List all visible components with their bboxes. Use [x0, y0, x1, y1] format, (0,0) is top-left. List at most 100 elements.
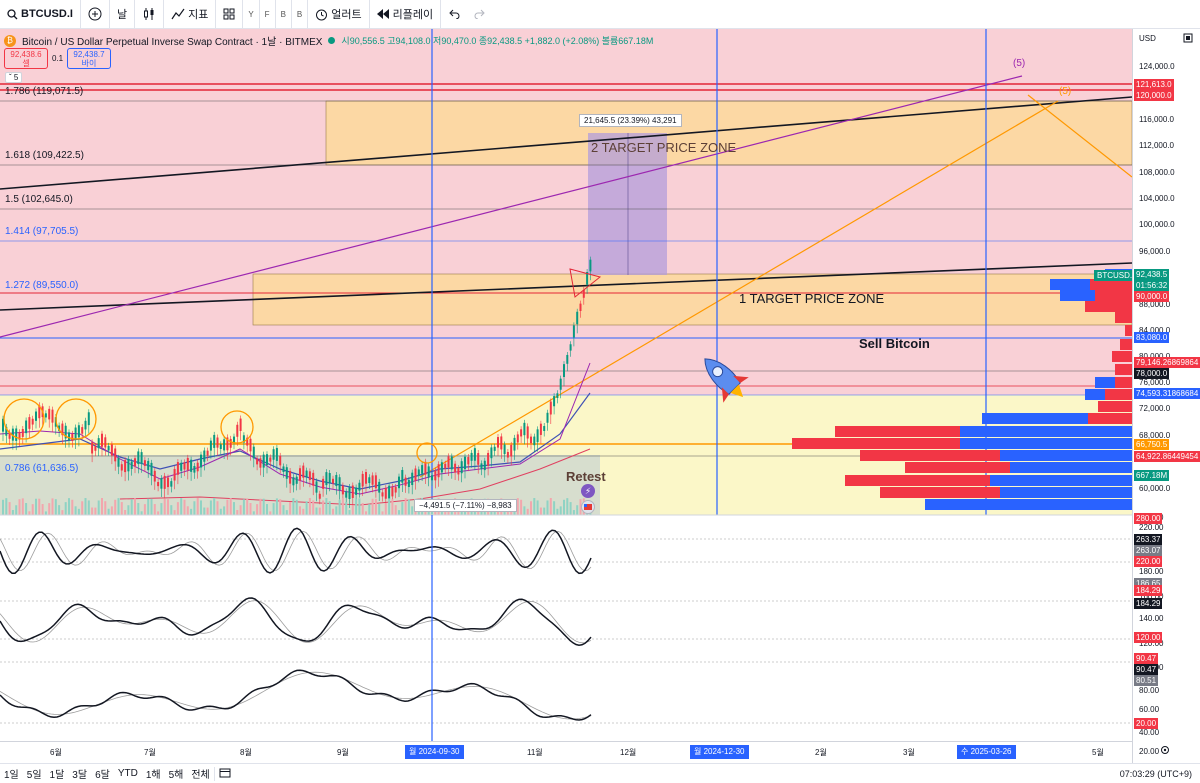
volume-bar — [64, 502, 67, 515]
indicator-collapse-button[interactable]: ˇ 5 — [5, 72, 23, 83]
volume-bar — [242, 499, 245, 515]
candle-body — [361, 473, 364, 487]
chart-canvas[interactable] — [0, 29, 1132, 764]
currency-label[interactable]: USD — [1139, 34, 1156, 43]
candle-body — [503, 444, 506, 455]
volume-bar — [58, 505, 61, 515]
volume-bar — [493, 511, 496, 515]
undo-button[interactable] — [441, 0, 467, 29]
toolbar-letter-f[interactable]: F — [260, 0, 276, 29]
range-5y[interactable]: 5해 — [168, 770, 184, 781]
month-label: 11월 — [527, 748, 543, 757]
candle-body — [183, 462, 186, 470]
flag-icon[interactable] — [581, 500, 595, 514]
candle-body — [549, 401, 552, 415]
price-label: 120,000.0 — [1134, 90, 1174, 101]
chevron-down-icon: ˇ — [9, 73, 12, 82]
range-3m[interactable]: 3달 — [72, 770, 88, 781]
axis-settings-icon[interactable] — [1183, 33, 1193, 46]
symbol-search-button[interactable]: BTCUSD.I — [0, 0, 81, 29]
candle-style-button[interactable] — [135, 0, 165, 29]
candle-body — [312, 472, 315, 486]
price-label: 64,922.86449454 — [1134, 451, 1200, 462]
chart-pane[interactable]: 1.786 (119,071.5) 1.618 (109,422.5) 1.5 … — [0, 29, 1132, 764]
legend-title[interactable]: Bitcoin / US Dollar Perpetual Inverse Sw… — [22, 37, 323, 48]
range-6m[interactable]: 6달 — [95, 770, 110, 781]
volume-profile-bar — [1030, 499, 1132, 510]
candle-body — [266, 454, 268, 465]
oscillator-tick: 20.00 — [1139, 747, 1160, 756]
volume-bar — [275, 498, 278, 515]
candle-body — [510, 444, 513, 457]
range-5d[interactable]: 5일 — [26, 770, 42, 781]
candle-body — [137, 451, 140, 465]
volume-bar — [299, 506, 301, 515]
candle-body — [64, 425, 67, 439]
candle-body — [233, 436, 235, 443]
upper-resistance-trendline — [0, 96, 1132, 190]
month-label: 12월 — [620, 748, 637, 757]
range-ytd[interactable]: YTD — [117, 768, 138, 779]
candle-body — [500, 436, 503, 450]
range-1y[interactable]: 1해 — [145, 770, 161, 781]
layouts-button[interactable] — [216, 0, 244, 29]
candle-body — [134, 458, 136, 467]
buy-price-button[interactable]: 92,438.7 바이 — [67, 48, 111, 69]
candle-body — [391, 486, 394, 497]
candle-body — [533, 436, 536, 446]
volume-bar — [170, 505, 173, 515]
indicators-button[interactable]: 지표 — [164, 0, 217, 29]
oscillator-tick: 160.00 — [1139, 592, 1164, 601]
range-1d[interactable]: 1일 — [4, 770, 19, 781]
volume-bar — [193, 501, 196, 515]
alert-button[interactable]: 얼러트 — [308, 0, 370, 29]
lightning-icon[interactable]: ⚡ — [581, 484, 595, 498]
volume-bar — [549, 498, 552, 515]
time-axis[interactable]: 6월 7월 8월 9월 11월 12월 2월 3월 5월 월 2024-09-30 월 2024… — [0, 741, 1132, 763]
toolbar-letter-b2[interactable]: B — [292, 0, 309, 29]
volume-bar — [563, 499, 565, 515]
volume-bar — [566, 498, 569, 515]
volume-bar — [38, 498, 41, 515]
time-settings-icon[interactable] — [1160, 745, 1170, 758]
month-label: 2월 — [815, 748, 827, 757]
candle-body — [434, 470, 437, 481]
candle-body — [572, 325, 575, 338]
volume-profile-bar — [982, 413, 1088, 424]
volume-bar — [252, 511, 255, 515]
volume-bar — [2, 499, 4, 515]
candle-body — [11, 428, 14, 441]
interval-button[interactable]: 날 — [110, 0, 136, 29]
redo-button[interactable] — [467, 0, 493, 29]
candle-body — [200, 454, 202, 468]
compare-symbol-button[interactable] — [81, 0, 110, 29]
clock-label[interactable]: 07:03:29 (UTC+9) — [1119, 768, 1192, 779]
volume-bar — [94, 507, 97, 515]
volume-bar — [365, 511, 367, 515]
volume-bar — [84, 498, 87, 515]
toolbar-letter-b1[interactable]: B — [276, 0, 292, 29]
sell-price-value: 92,438.6 — [10, 50, 42, 59]
search-icon — [7, 8, 18, 20]
price-axis[interactable]: USD 124,000.0 116,000.0 112,000.0 108,000.0… — [1132, 29, 1200, 764]
replay-button[interactable]: 리플레이 — [370, 0, 442, 29]
volume-bar — [510, 510, 513, 515]
price-label: 90,000.0 — [1134, 291, 1170, 302]
sell-price-button[interactable]: 92,438.6 셀 — [4, 48, 48, 69]
goto-date-button[interactable] — [213, 766, 235, 781]
candle-body — [530, 436, 532, 444]
measure-down-label: −4,491.5 (−7.11%) −8,983 — [414, 499, 517, 512]
candle-body — [193, 466, 196, 473]
volume-bar — [368, 504, 371, 515]
range-all[interactable]: 전체 — [191, 770, 210, 781]
price-tick: 100,000.0 — [1139, 220, 1175, 229]
candle-body — [315, 481, 318, 493]
toolbar-letter-y[interactable]: Y — [243, 0, 260, 29]
volume-bar — [233, 502, 235, 515]
range-1m[interactable]: 1달 — [49, 770, 65, 781]
candle-body — [566, 354, 569, 364]
candle-body — [299, 468, 301, 481]
wave-5-label-purple: (5) — [1013, 58, 1026, 69]
candle-body — [295, 476, 298, 484]
price-tick: 80,000.0 — [1139, 352, 1170, 361]
